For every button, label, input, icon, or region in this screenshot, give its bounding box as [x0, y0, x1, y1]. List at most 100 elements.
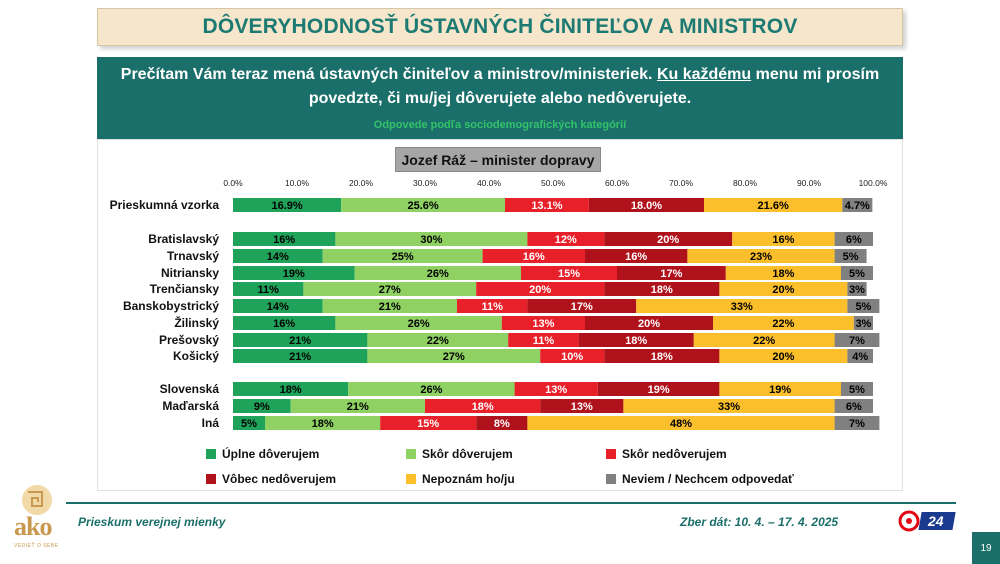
category-label-prieskumna-vzorka: Prieskumná vzorka — [110, 198, 220, 212]
footer-divider — [66, 502, 956, 504]
data-label: 18% — [312, 418, 334, 430]
data-label: 18% — [772, 268, 794, 280]
stacked-bar-chart: 0.0% 10.0% 20.0% 30.0% 40.0% 50.0% 60.0% 70.0% 8… — [110, 178, 888, 486]
bar-banskobystricky-nepoznam-ho-ju — [636, 299, 848, 313]
data-label: 6% — [846, 234, 862, 246]
legend-label-uplne-doverujem: Úplne dôverujem — [222, 446, 319, 461]
data-label: 33% — [731, 301, 753, 313]
bar-madarska-vobec-nedoverujem — [540, 399, 624, 413]
data-label: 4% — [852, 351, 868, 363]
legend-swatch-vobec-nedoverujem — [206, 474, 216, 484]
question-panel: Prečítam Vám teraz mená ústavných činite… — [97, 57, 903, 139]
data-label: 20% — [772, 284, 794, 296]
data-label: 21% — [347, 401, 369, 413]
data-label: 13% — [571, 401, 593, 413]
data-label: 25% — [392, 251, 414, 263]
question-line-2: povedzte, či mu/jej dôverujete alebo ned… — [308, 90, 692, 107]
category-label-banskobystricky: Banskobystrický — [123, 299, 219, 313]
bar-trnavsky-nepoznam-ho-ju — [687, 249, 835, 263]
ako-logo-text: ako — [14, 512, 52, 541]
data-label: 22% — [772, 318, 794, 330]
bar-nitriansky-skor-nedoverujem — [521, 266, 617, 280]
bar-ina-nepoznam-ho-ju — [527, 416, 835, 430]
legend-swatch-neviem-nechcem-odpovedat — [606, 474, 616, 484]
bar-ina-neviem-nechcem-odpovedat — [834, 416, 880, 430]
data-label: 18% — [280, 384, 302, 396]
data-label: 15% — [558, 268, 580, 280]
data-label: 13.1% — [531, 200, 562, 212]
chart-panel — [97, 139, 903, 491]
bar-nitriansky-nepoznam-ho-ju — [725, 266, 841, 280]
data-label: 11% — [533, 335, 555, 347]
bar-madarska-nepoznam-ho-ju — [623, 399, 835, 413]
tv24-label: 24 — [927, 513, 944, 529]
bar-prieskumna-vzorka-skor-nedoverujem — [505, 198, 589, 212]
bar-trnavsky-skor-doverujem — [322, 249, 483, 263]
bar-presovsky-nepoznam-ho-ju — [693, 333, 835, 347]
bar-zilinsky-skor-nedoverujem — [501, 316, 585, 330]
bar-presovsky-skor-doverujem — [367, 333, 509, 347]
chart-title: Jozef Ráž – minister dopravy — [395, 147, 601, 172]
footer-date-range: Zber dát: 10. 4. – 17. 4. 2025 — [680, 515, 839, 529]
bar-zilinsky-neviem-nechcem-odpovedat — [853, 316, 873, 330]
bar-ina-skor-nedoverujem — [380, 416, 477, 430]
x-tick-label: 70.0% — [669, 178, 694, 188]
bar-zilinsky-skor-doverujem — [335, 316, 502, 330]
bar-madarska-skor-nedoverujem — [425, 399, 541, 413]
bar-slovenska-skor-doverujem — [348, 382, 515, 396]
bar-kosicky-nepoznam-ho-ju — [719, 349, 848, 363]
data-label: 6% — [846, 401, 862, 413]
category-label-zilinsky: Žilinský — [174, 315, 219, 330]
bar-kosicky-skor-nedoverujem — [540, 349, 605, 363]
legend-swatch-skor-nedoverujem — [606, 449, 616, 459]
bar-kosicky-uplne-doverujem — [233, 349, 368, 363]
category-label-slovenska: Slovenská — [160, 382, 220, 396]
page-title: DÔVERYHODNOSŤ ÚSTAVNÝCH ČINITEĽOV A MINI… — [202, 15, 798, 38]
data-label: 13% — [545, 384, 567, 396]
category-label-bratislavsky: Bratislavský — [148, 232, 219, 246]
legend-swatch-nepoznam-ho-ju — [406, 474, 416, 484]
data-label: 11% — [481, 301, 503, 313]
bar-madarska-skor-doverujem — [290, 399, 425, 413]
x-tick-label: 10.0% — [285, 178, 310, 188]
data-label: 17% — [660, 268, 682, 280]
data-label: 20% — [772, 351, 794, 363]
bar-bratislavsky-skor-nedoverujem — [527, 232, 605, 246]
bar-zilinsky-nepoznam-ho-ju — [713, 316, 854, 330]
data-label: 18.0% — [631, 200, 662, 212]
data-label: 19% — [648, 384, 670, 396]
bar-kosicky-vobec-nedoverujem — [604, 349, 720, 363]
bar-bratislavsky-vobec-nedoverujem — [604, 232, 733, 246]
data-label: 18% — [651, 351, 673, 363]
question-line-1-post: menu mi prosím — [751, 66, 880, 83]
data-label: 21.6% — [758, 200, 789, 212]
legend-label-nepoznam-ho-ju: Nepoznám ho/ju — [422, 472, 515, 486]
bar-trnavsky-uplne-doverujem — [233, 249, 323, 263]
x-tick-label: 0.0% — [223, 178, 243, 188]
data-label: 5% — [849, 384, 865, 396]
data-label: 23% — [750, 251, 772, 263]
bar-madarska-uplne-doverujem — [233, 399, 291, 413]
data-label: 16.9% — [271, 200, 302, 212]
bar-slovenska-nepoznam-ho-ju — [719, 382, 841, 396]
data-label: 15% — [417, 418, 439, 430]
data-label: 3% — [855, 318, 871, 330]
data-label: 8% — [494, 418, 510, 430]
data-label: 16% — [273, 318, 295, 330]
x-tick-label: 60.0% — [605, 178, 630, 188]
question-subtitle: Odpovede podľa sociodemografických kateg… — [373, 119, 627, 131]
bar-banskobystricky-uplne-doverujem — [233, 299, 323, 313]
bar-kosicky-neviem-nechcem-odpovedat — [847, 349, 873, 363]
legend-label-skor-nedoverujem: Skôr nedôverujem — [622, 447, 727, 461]
data-label: 5% — [241, 418, 257, 430]
data-label: 16% — [625, 251, 647, 263]
bar-nitriansky-skor-doverujem — [354, 266, 521, 280]
bar-trnavsky-neviem-nechcem-odpovedat — [834, 249, 867, 263]
data-label: 13% — [532, 318, 554, 330]
data-label: 27% — [379, 284, 401, 296]
data-label: 19% — [283, 268, 305, 280]
data-label: 16% — [273, 234, 295, 246]
bar-trenciansky-vobec-nedoverujem — [604, 282, 720, 296]
legend-label-skor-doverujem: Skôr dôverujem — [422, 447, 513, 461]
data-label: 21% — [379, 301, 401, 313]
